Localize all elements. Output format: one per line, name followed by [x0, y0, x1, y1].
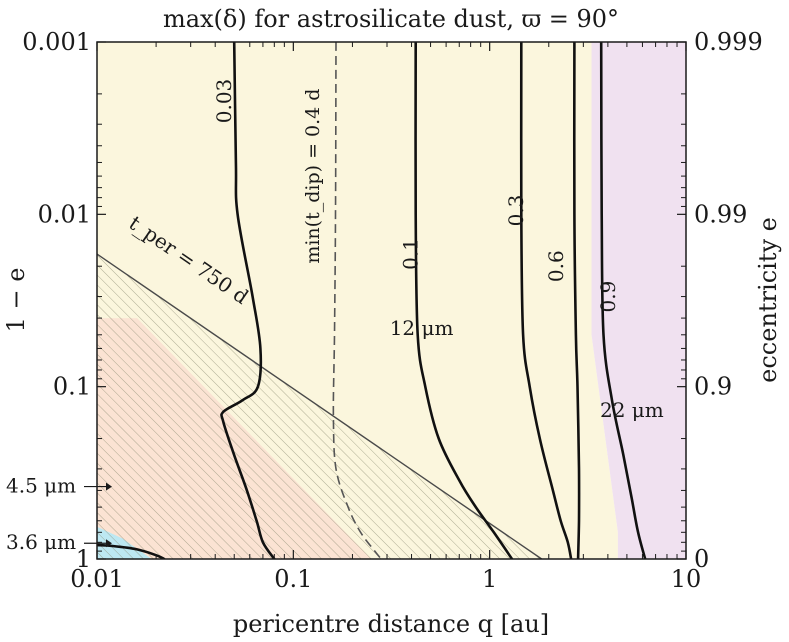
contour-label-0p1: 0.1 — [399, 238, 423, 270]
x-tick-label: 10 — [671, 565, 702, 593]
y2-tick-label: 0.999 — [694, 28, 763, 56]
y-axis-label: 1 − e — [2, 268, 30, 333]
contour-label-0p3: 0.3 — [504, 195, 528, 227]
arrowhead-3.6um — [106, 539, 112, 548]
region-22um — [591, 42, 686, 559]
plot-frame — [96, 41, 687, 560]
contour-line-0p3-3 — [519, 42, 573, 559]
axis-ticks: 0.01 0.1 1 10 0.001 0.01 0.1 1 0.999 0.99 0.9 0 — [22, 28, 762, 593]
contour-label-0p03: 0.03 — [212, 79, 236, 124]
y2-tick-label: 0 — [694, 545, 709, 573]
y-tick-label: 1 — [76, 545, 91, 573]
y2-axis-label: eccentricity e — [754, 217, 782, 383]
y-tick-label: 0.01 — [38, 200, 91, 228]
chart-title: max(δ) for astrosilicate dust, ϖ = 90° — [163, 5, 619, 33]
contour-line-0p03-0 — [220, 42, 276, 559]
region-label-12um: 12 μm — [390, 316, 454, 340]
x-axis-label: pericentre distance q [au] — [233, 610, 549, 638]
contour-line-0p9-5 — [599, 42, 647, 559]
x-tick-label: 0.1 — [274, 565, 312, 593]
region-label-22um: 22 μm — [600, 398, 664, 422]
tper-line — [97, 253, 543, 559]
contour-line-0p1-2 — [414, 42, 514, 559]
region-label-4.5um: 4.5 μm — [6, 474, 76, 498]
y2-tick-label: 0.99 — [694, 200, 747, 228]
x-tick-label: 1 — [482, 565, 497, 593]
y-tick-label: 0.1 — [53, 373, 91, 401]
tdip-dashed-curve — [332, 42, 382, 559]
y-tick-label: 0.001 — [22, 28, 91, 56]
x-tick-label: 0.01 — [70, 565, 123, 593]
region-label-3.6um: 3.6 μm — [6, 530, 76, 554]
tdip-label: min(t_dip) = 0.4 d — [302, 89, 324, 264]
contour-line-0p6-4 — [572, 42, 581, 559]
arrowhead-4.5um — [106, 482, 112, 491]
y2-tick-label: 0.9 — [694, 373, 732, 401]
contour-label-0p6: 0.6 — [544, 250, 568, 282]
contour-label-0p9: 0.9 — [596, 281, 620, 313]
